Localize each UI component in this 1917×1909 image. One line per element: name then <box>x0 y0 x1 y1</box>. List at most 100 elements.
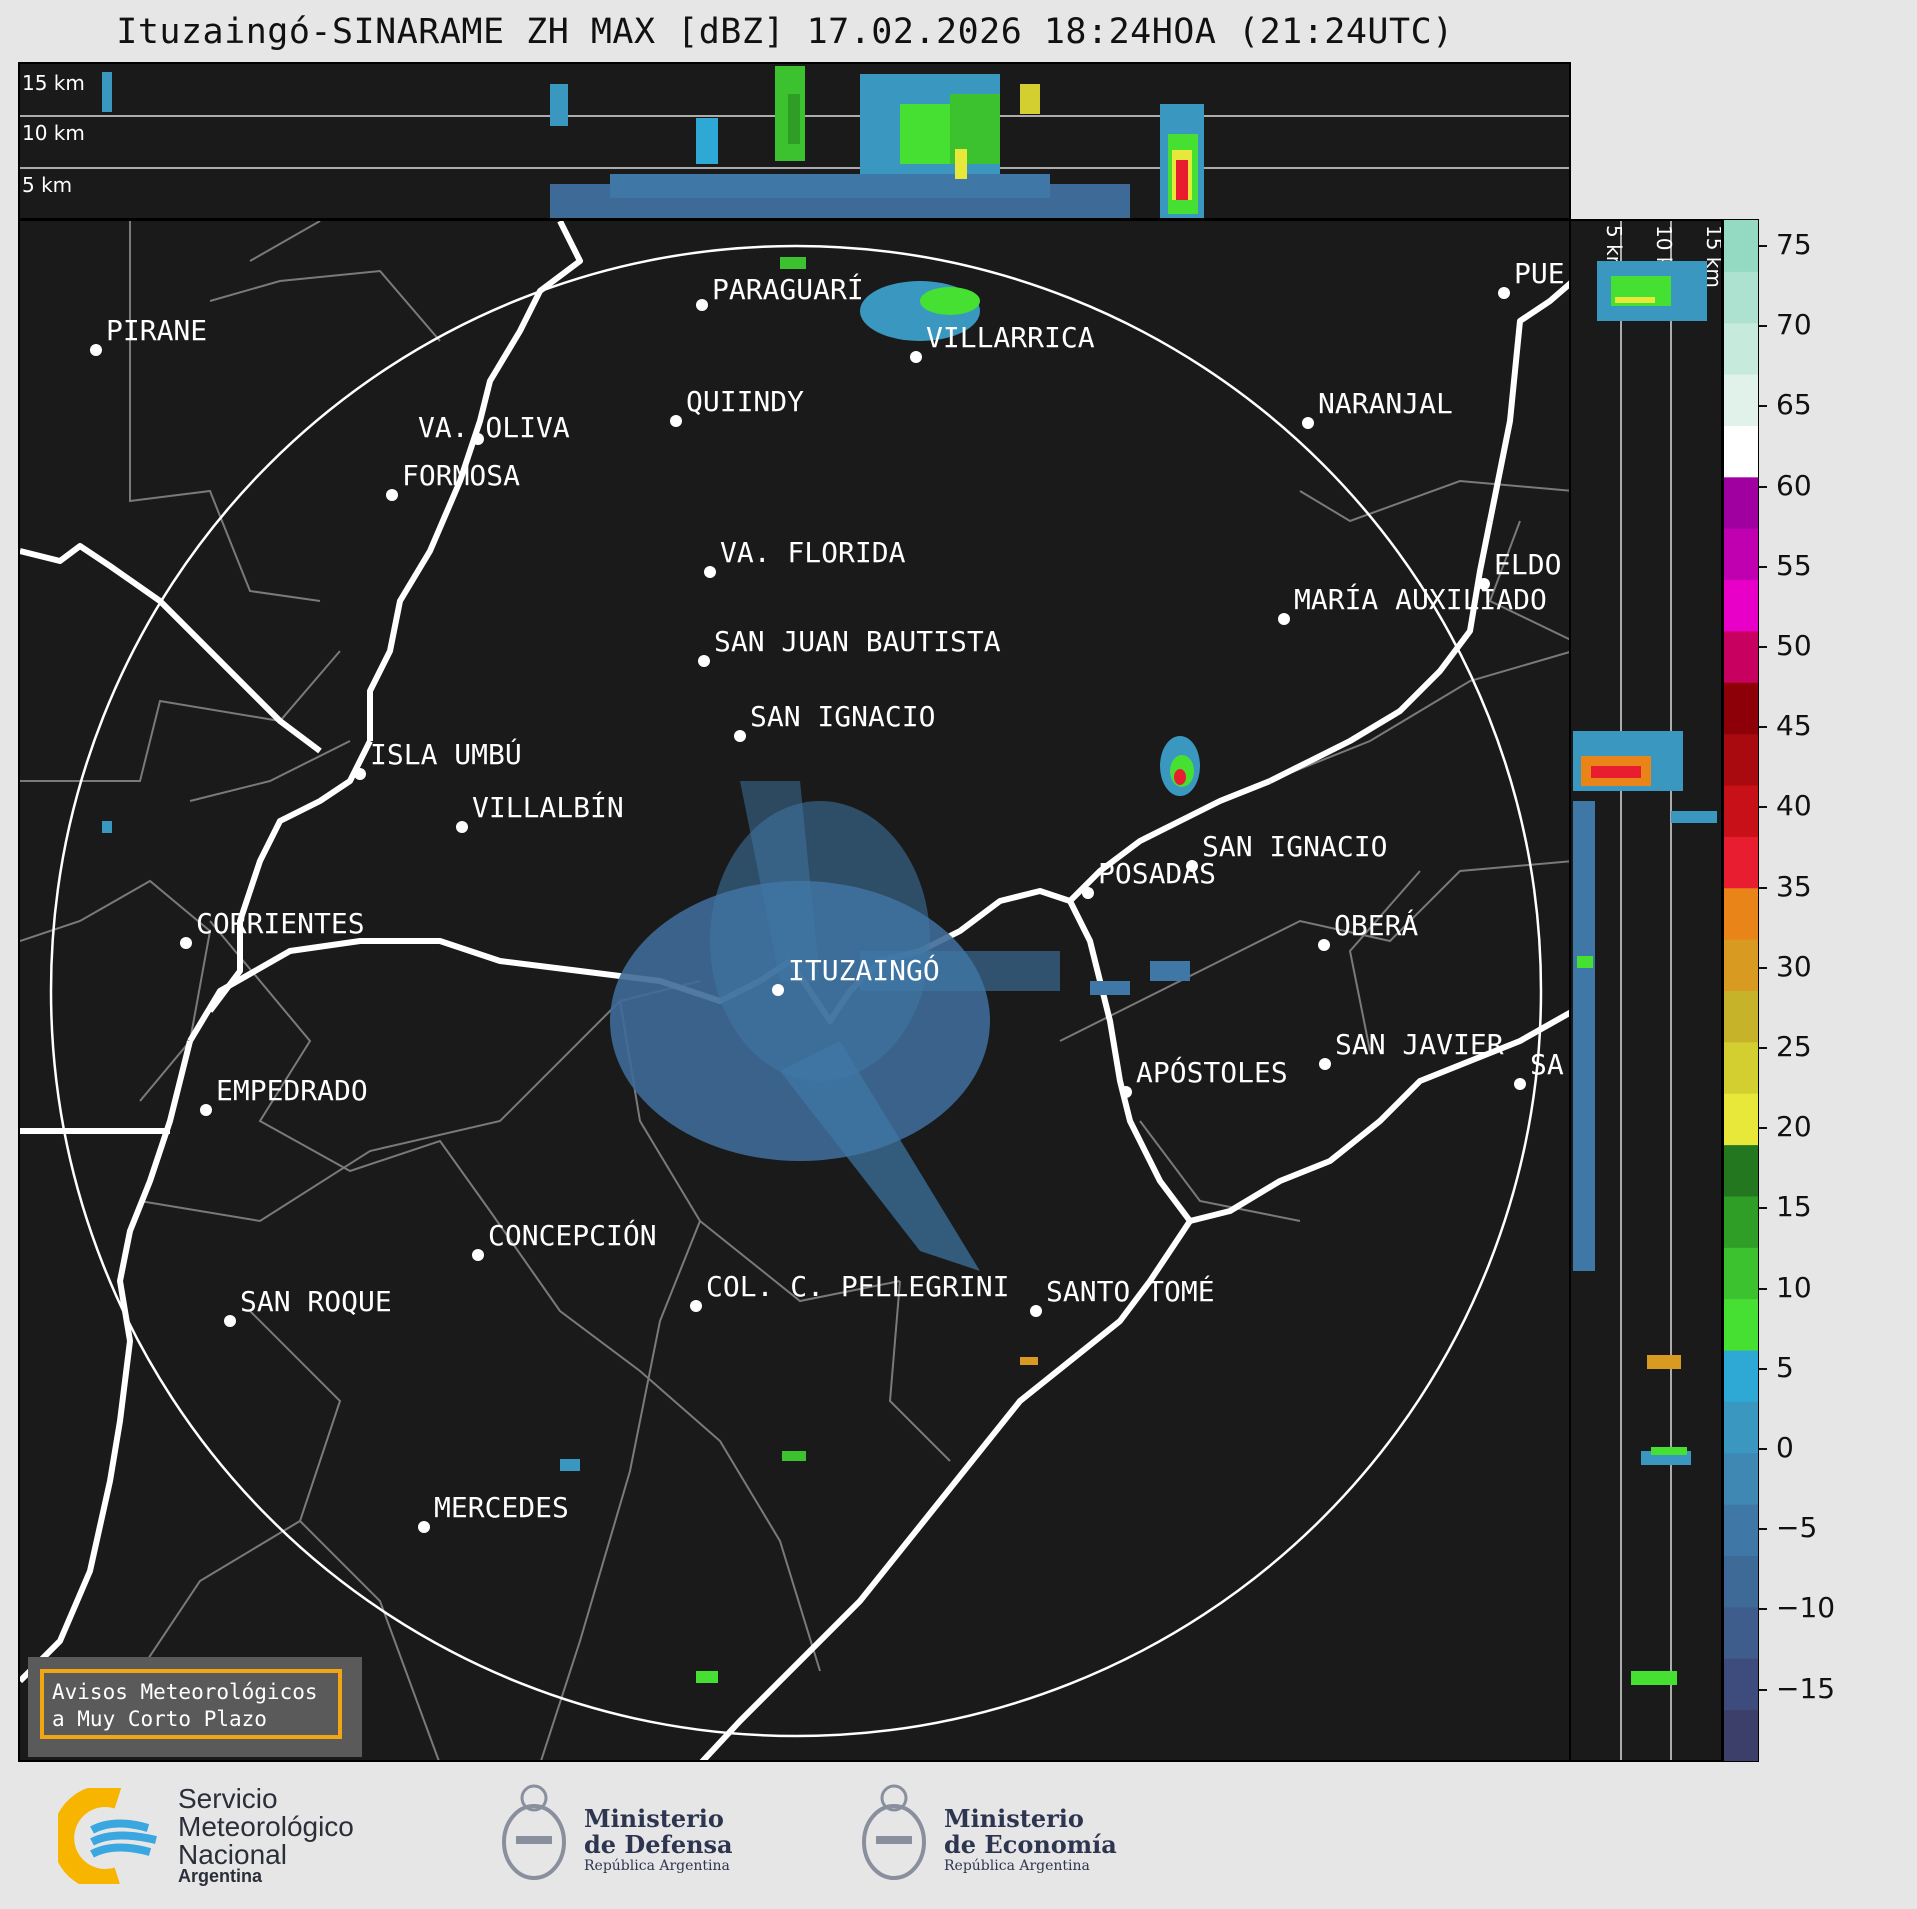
colorbar-swatch <box>1724 990 1758 1043</box>
city-marker <box>1319 1058 1331 1070</box>
colorbar-swatch <box>1724 630 1758 683</box>
smn-country: Argentina <box>178 1866 263 1886</box>
city-label: MERCEDES <box>434 1491 569 1524</box>
colorbar-tick: −5 <box>1758 1511 1817 1544</box>
colorbar-swatch <box>1724 1247 1758 1300</box>
colorbar-swatch <box>1724 887 1758 940</box>
city-marker <box>472 1249 484 1261</box>
city-marker <box>200 1104 212 1116</box>
colorbar-swatch <box>1724 785 1758 837</box>
city-marker <box>1030 1305 1042 1317</box>
radar-echoes <box>102 257 1200 1683</box>
colorbar-tick-label: −15 <box>1776 1671 1836 1705</box>
city-marker <box>1302 417 1314 429</box>
side-cross-section-svg: 5 km 10 km 15 km <box>1573 221 1721 1760</box>
top-height-label-5: 5 km <box>22 173 72 197</box>
colorbar <box>1723 219 1759 1762</box>
city-marker <box>418 1521 430 1533</box>
defensa-line-1: Ministerio <box>584 1804 724 1833</box>
city-label: PUE <box>1514 257 1565 290</box>
colorbar-tick-label: −10 <box>1776 1591 1836 1625</box>
city-label: QUIINDY <box>686 385 804 418</box>
economia-line-2: de Economía <box>944 1830 1117 1859</box>
colorbar-swatch <box>1724 939 1758 991</box>
colorbar-tick-label: 70 <box>1776 308 1812 342</box>
city-label: SANTO TOMÉ <box>1046 1274 1215 1308</box>
city-marker <box>456 821 468 833</box>
city-label: VILLARRICA <box>926 321 1095 354</box>
city-label: VILLALBÍN <box>472 790 624 824</box>
economia-sub: República Argentina <box>944 1858 1090 1874</box>
colorbar-tick-label: 60 <box>1776 468 1812 502</box>
colorbar-swatch <box>1724 1555 1758 1608</box>
colorbar-tick-label: 15 <box>1776 1190 1812 1224</box>
colorbar-tick-label: 10 <box>1776 1270 1812 1304</box>
side-echoes <box>1573 261 1717 1685</box>
city-label: SAN JAVIER <box>1335 1028 1504 1061</box>
top-echoes <box>102 66 1204 218</box>
colorbar-swatch <box>1724 682 1758 735</box>
colorbar-tick: 20 <box>1759 1110 1812 1143</box>
city-marker <box>1186 860 1198 872</box>
city-label: COL. C. PELLEGRINI <box>706 1270 1009 1303</box>
colorbar-tick: −10 <box>1758 1591 1836 1625</box>
city-marker <box>670 415 682 427</box>
city-marker <box>1498 287 1510 299</box>
city-label: SAN ROQUE <box>240 1285 392 1318</box>
colorbar-tick: −15 <box>1758 1671 1836 1705</box>
range-ring <box>49 244 1543 1738</box>
city-label: VA. OLIVA <box>418 411 570 444</box>
colorbar-tick: 70 <box>1759 308 1812 342</box>
city-label: NARANJAL <box>1318 387 1453 420</box>
colorbar-swatch <box>1724 836 1758 889</box>
colorbar-swatch <box>1724 579 1758 632</box>
colorbar-swatch <box>1724 1401 1758 1454</box>
city-label: SA <box>1530 1048 1564 1081</box>
colorbar-swatch <box>1724 476 1758 529</box>
colorbar-swatch <box>1724 1195 1758 1248</box>
colorbar-swatch <box>1724 220 1758 272</box>
colorbar-tick-label: 30 <box>1776 949 1812 983</box>
city-label: SAN JUAN BAUTISTA <box>714 625 1001 658</box>
notice-box: Avisos Meteorológicos a Muy Corto Plazo <box>28 1657 362 1757</box>
colorbar-tick: 15 <box>1759 1190 1812 1224</box>
city-marker <box>698 655 710 667</box>
top-height-label-15: 15 km <box>22 71 85 95</box>
city-label: POSADAS <box>1098 857 1216 890</box>
city-label: OBERÁ <box>1334 908 1418 942</box>
colorbar-swatch <box>1724 1504 1758 1557</box>
city-label: PIRANE <box>106 314 207 347</box>
colorbar-tick: 0 <box>1759 1431 1794 1464</box>
city-label: FORMOSA <box>402 459 520 492</box>
colorbar-swatch <box>1724 374 1758 426</box>
top-cross-section-panel: 15 km 10 km 5 km <box>18 62 1571 220</box>
defensa-line-2: de Defensa <box>584 1830 733 1859</box>
defensa-sub: República Argentina <box>584 1858 730 1874</box>
colorbar-tick-label: 75 <box>1776 228 1812 261</box>
city-marker <box>354 768 366 780</box>
colorbar-swatch <box>1724 1452 1758 1505</box>
city-label: APÓSTOLES <box>1136 1055 1288 1089</box>
notice-frame: Avisos Meteorológicos a Muy Corto Plazo <box>40 1669 342 1739</box>
city-layer: PARAGUARÍ VILLARRICA PIRANE QUIINDY VA. OLIV… <box>90 257 1565 1533</box>
defensa-logo-text: Ministerio de Defensa República Argentin… <box>584 1804 733 1875</box>
city-marker <box>704 566 716 578</box>
notice-line-1: Avisos Meteorológicos <box>52 1680 318 1704</box>
colorbar-tick: 65 <box>1759 388 1812 421</box>
city-marker <box>1082 887 1094 899</box>
city-marker <box>910 351 922 363</box>
colorbar-swatch <box>1724 1350 1758 1402</box>
radar-map[interactable]: PARAGUARÍ VILLARRICA PIRANE QUIINDY VA. OLIV… <box>18 219 1571 1762</box>
colorbar-swatch <box>1724 1041 1758 1094</box>
colorbar-tick-label: 55 <box>1776 548 1812 582</box>
city-marker <box>180 937 192 949</box>
city-label: SAN IGNACIO <box>1202 830 1387 863</box>
colorbar-tick: 60 <box>1759 468 1812 502</box>
city-marker <box>224 1315 236 1327</box>
city-marker <box>90 344 102 356</box>
defensa-seal-icon <box>496 1780 572 1894</box>
colorbar-tick: 35 <box>1759 870 1812 903</box>
colorbar-swatch <box>1724 733 1758 786</box>
city-marker <box>1120 1086 1132 1098</box>
radar-map-svg: PARAGUARÍ VILLARRICA PIRANE QUIINDY VA. OLIV… <box>20 221 1569 1760</box>
